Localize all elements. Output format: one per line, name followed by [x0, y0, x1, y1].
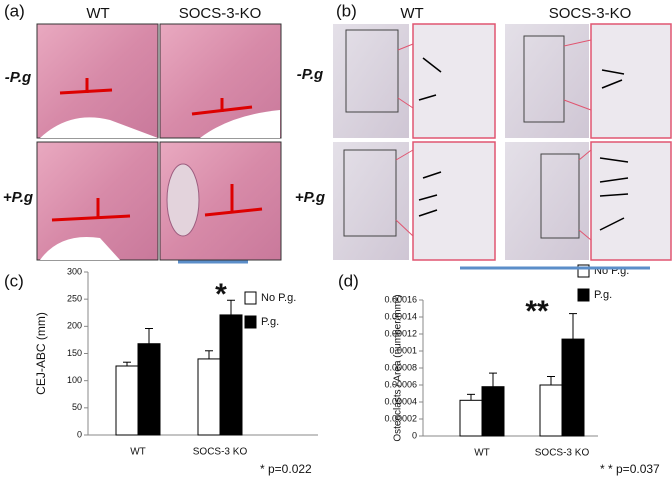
legend-label: P.g.: [594, 289, 612, 301]
y-tick-label: 100: [67, 375, 82, 385]
x-tick-label: SOCS-3 KO: [535, 448, 590, 459]
panel-label: (c): [4, 271, 24, 290]
row-label: -P.g: [297, 66, 323, 83]
y-axis-label: Osteoclasts / Area (number/mm²): [393, 294, 404, 441]
y-tick-label: 300: [67, 266, 82, 276]
column-header: SOCS-3-KO: [549, 5, 632, 22]
histology-images: [333, 23, 672, 261]
legend-swatch: [577, 288, 590, 302]
significance-mark: **: [525, 295, 549, 328]
bar: [459, 399, 483, 437]
y-tick-label: 200: [67, 321, 82, 331]
legend-label: P.g.: [261, 316, 279, 328]
y-tick-label: 0.0001: [389, 345, 417, 355]
histology-images: [36, 23, 282, 261]
panel-label: (a): [4, 1, 25, 20]
row-label: +P.g: [295, 189, 325, 206]
panel-label: (d): [338, 271, 359, 290]
bar: [197, 358, 221, 436]
y-tick-label: 0: [77, 429, 82, 439]
bar: [137, 343, 161, 436]
y-tick-label: 0.00002: [384, 413, 417, 423]
bar: [481, 386, 505, 437]
x-tick-label: WT: [130, 447, 146, 458]
row-label: -P.g: [5, 69, 31, 86]
footnote: * * p=0.037: [600, 462, 660, 476]
y-tick-label: 0.00016: [384, 294, 417, 304]
y-tick-label: 0.00004: [384, 396, 417, 406]
charts: 0 50 100 150 200 250 300 CEJ-ABC (mm) WT SOCS-3 K…: [34, 260, 660, 476]
legend-swatch: [577, 264, 590, 278]
x-tick-label: SOCS-3 KO: [193, 447, 248, 458]
footnote: * p=0.022: [260, 462, 312, 476]
legend-swatch: [244, 291, 257, 305]
y-tick-label: 50: [72, 402, 82, 412]
y-axis-label: CEJ-ABC (mm): [34, 312, 48, 395]
column-header: WT: [400, 5, 423, 22]
bar: [561, 338, 585, 437]
panel-label: (b): [336, 1, 357, 20]
column-header: SOCS-3-KO: [179, 5, 262, 22]
y-tick-label: 0.00012: [384, 328, 417, 338]
bar: [219, 314, 243, 436]
bar: [115, 365, 139, 436]
y-tick-label: 0.00014: [384, 311, 417, 321]
significance-mark: *: [215, 278, 227, 311]
y-tick-label: 0.00008: [384, 362, 417, 372]
y-tick-label: 250: [67, 294, 82, 304]
x-tick-label: WT: [474, 448, 490, 459]
legend-label: No P.g.: [261, 292, 296, 304]
y-tick-label: 150: [67, 348, 82, 358]
y-tick-label: 0: [412, 430, 417, 440]
y-tick-label: 0.00006: [384, 379, 417, 389]
column-header: WT: [86, 5, 109, 22]
bar: [539, 384, 563, 437]
legend-swatch: [244, 315, 257, 329]
row-label: +P.g: [3, 189, 33, 206]
